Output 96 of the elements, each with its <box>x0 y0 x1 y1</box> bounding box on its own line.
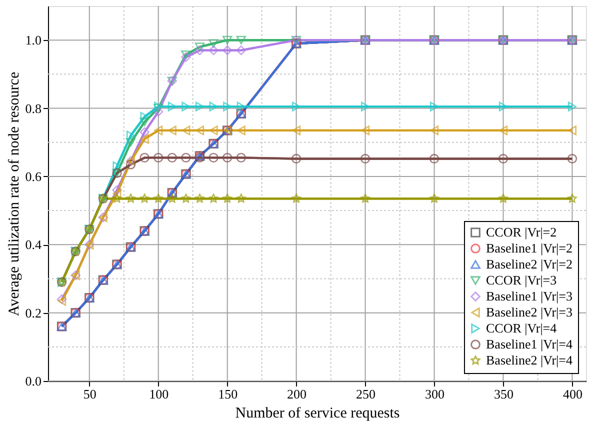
point <box>182 126 190 136</box>
x-tick-label: 350 <box>494 386 514 402</box>
point <box>208 194 218 203</box>
point <box>181 152 191 163</box>
point <box>292 102 301 112</box>
point <box>360 154 370 164</box>
y-tick-label: 0.8 <box>25 100 42 116</box>
point <box>222 152 232 163</box>
point <box>291 154 302 164</box>
point <box>195 126 204 136</box>
x-tick-label: 300 <box>425 386 445 402</box>
point <box>168 126 176 136</box>
point <box>498 126 508 136</box>
point <box>236 126 246 136</box>
point <box>236 194 246 203</box>
point <box>140 134 149 144</box>
legend-label: Baseline2 |Vr|=3 <box>486 304 572 320</box>
point <box>112 188 122 198</box>
y-tick-label: 1.0 <box>25 32 42 48</box>
x-tick-label: 400 <box>562 386 582 402</box>
point <box>360 194 370 203</box>
legend-label: Baseline1 |Vr|=2 <box>486 240 572 256</box>
x-tick-label: 250 <box>356 386 376 402</box>
point <box>361 126 370 136</box>
point <box>498 154 508 164</box>
point <box>568 194 577 203</box>
legend-label: CCOR |Vr|=2 <box>486 224 557 240</box>
point <box>195 102 204 112</box>
point <box>168 102 176 112</box>
point <box>209 126 218 136</box>
legend-label: Baseline1 |Vr|=4 <box>486 336 573 352</box>
point <box>498 194 508 203</box>
point <box>140 112 149 122</box>
legend-label: CCOR |Vr|=3 <box>486 272 557 288</box>
point <box>140 127 150 137</box>
y-tick-label: 0.0 <box>25 374 42 388</box>
point <box>181 194 191 203</box>
point <box>112 161 122 172</box>
point <box>222 194 232 203</box>
point <box>154 152 164 163</box>
point <box>140 194 150 203</box>
x-tick-label: 100 <box>149 386 169 402</box>
point <box>195 194 204 203</box>
point <box>430 126 439 136</box>
point <box>126 138 136 147</box>
y-tick-label: 0.4 <box>25 237 42 252</box>
point <box>167 152 177 163</box>
point <box>154 102 163 112</box>
point <box>208 45 218 56</box>
point <box>181 50 191 60</box>
point <box>568 126 576 136</box>
point <box>292 194 301 203</box>
point <box>222 36 232 44</box>
x-tick-label: 150 <box>218 386 238 402</box>
point <box>154 104 164 113</box>
point <box>430 102 439 112</box>
point <box>182 102 190 112</box>
point <box>154 194 163 203</box>
point <box>498 102 508 112</box>
point <box>292 126 301 136</box>
x-tick-label: 50 <box>83 386 96 402</box>
point <box>140 152 150 163</box>
x-axis-title: Number of service requests <box>235 406 400 422</box>
y-axis-title: Average utilization rate of node resource <box>6 72 22 316</box>
point <box>126 130 136 140</box>
point <box>168 194 177 203</box>
y-tick-label: 0.6 <box>25 168 42 184</box>
point <box>222 45 232 56</box>
x-tick-label: 200 <box>287 386 307 402</box>
point <box>361 102 370 112</box>
point <box>236 152 246 163</box>
point <box>112 194 122 203</box>
point <box>194 45 205 56</box>
legend-label: CCOR |Vr|=4 <box>486 320 558 336</box>
point <box>236 45 246 56</box>
point <box>223 102 232 112</box>
point <box>154 106 164 117</box>
point <box>236 36 246 44</box>
point <box>209 102 218 112</box>
point <box>126 160 136 170</box>
y-tick-label: 0.2 <box>25 305 42 320</box>
point <box>154 126 163 136</box>
legend-label: Baseline1 |Vr|=3 <box>486 288 572 304</box>
point <box>429 154 440 164</box>
point <box>126 194 136 203</box>
point <box>430 194 439 203</box>
legend-label: Baseline2 |Vr|=4 <box>486 352 573 368</box>
point <box>208 39 218 48</box>
point <box>194 42 205 52</box>
legend-label: Baseline2 |Vr|=2 <box>486 256 572 272</box>
point <box>567 154 578 164</box>
point <box>208 152 218 163</box>
point <box>112 185 122 195</box>
point <box>568 102 576 112</box>
point <box>140 118 150 126</box>
point <box>236 102 246 112</box>
